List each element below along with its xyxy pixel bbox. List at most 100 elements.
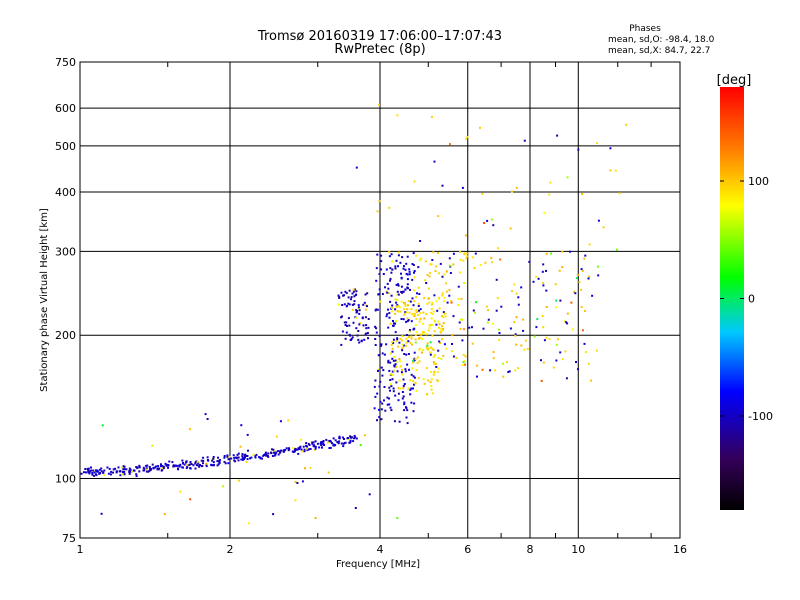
- data-point: [271, 448, 273, 451]
- data-point: [222, 485, 225, 488]
- data-point: [609, 147, 612, 150]
- data-point: [421, 332, 424, 335]
- data-point: [584, 351, 587, 354]
- data-point: [543, 211, 546, 214]
- data-point: [540, 359, 542, 362]
- data-point: [417, 305, 420, 307]
- data-point: [387, 308, 389, 311]
- data-point: [411, 278, 414, 281]
- data-point: [396, 290, 399, 293]
- data-point: [565, 377, 568, 380]
- data-point: [185, 460, 188, 463]
- data-point: [441, 292, 444, 295]
- data-point: [417, 376, 420, 379]
- data-point: [329, 439, 331, 442]
- data-point: [414, 324, 417, 327]
- data-point: [364, 293, 367, 296]
- data-point: [389, 322, 392, 325]
- data-point: [388, 403, 391, 406]
- data-point: [342, 294, 345, 297]
- data-point: [581, 193, 583, 195]
- data-point: [84, 468, 87, 470]
- data-point: [391, 260, 393, 263]
- data-point: [287, 447, 290, 450]
- data-point: [384, 286, 386, 289]
- data-point: [272, 513, 275, 516]
- data-point: [200, 459, 203, 462]
- data-point: [355, 309, 358, 312]
- data-point: [216, 460, 219, 463]
- data-point: [431, 259, 434, 261]
- data-point: [352, 290, 355, 293]
- data-point: [461, 339, 464, 342]
- data-point: [400, 318, 403, 320]
- data-point: [351, 308, 354, 311]
- data-point: [442, 311, 445, 314]
- data-point: [384, 409, 387, 412]
- data-point: [419, 308, 422, 311]
- data-point: [323, 444, 325, 446]
- data-point: [338, 435, 341, 438]
- data-point: [406, 317, 409, 320]
- data-point: [160, 465, 162, 468]
- data-point: [91, 472, 94, 474]
- data-point: [98, 468, 101, 471]
- data-point: [387, 287, 390, 290]
- data-point: [375, 267, 378, 270]
- data-point: [413, 327, 416, 330]
- data-point: [348, 438, 351, 441]
- data-point: [381, 352, 384, 355]
- data-point: [349, 440, 352, 443]
- data-point: [461, 186, 464, 189]
- data-point: [313, 448, 316, 451]
- data-point: [614, 169, 617, 172]
- data-point: [417, 337, 420, 340]
- data-point: [376, 210, 379, 213]
- data-point: [433, 160, 436, 163]
- data-point: [523, 348, 526, 351]
- data-point: [466, 135, 469, 138]
- data-point: [403, 265, 405, 268]
- data-point: [378, 416, 381, 419]
- data-point: [389, 361, 392, 364]
- data-point: [351, 336, 354, 339]
- data-point: [404, 288, 407, 291]
- data-point: [570, 301, 573, 304]
- data-point: [396, 304, 399, 307]
- data-point: [397, 392, 400, 395]
- data-point: [212, 457, 215, 460]
- data-point: [326, 441, 329, 444]
- data-point: [239, 445, 242, 448]
- data-point: [452, 355, 455, 358]
- data-point: [597, 274, 600, 277]
- data-point: [265, 453, 268, 456]
- data-point: [413, 383, 415, 386]
- data-point: [474, 311, 477, 314]
- data-point: [433, 362, 436, 365]
- data-point: [403, 353, 406, 355]
- data-point: [274, 450, 277, 453]
- data-point: [540, 379, 543, 382]
- data-point: [115, 470, 118, 473]
- data-point: [258, 456, 261, 459]
- data-point: [394, 359, 397, 362]
- data-point: [437, 349, 440, 352]
- data-point: [446, 290, 448, 293]
- data-point: [404, 302, 406, 305]
- data-point: [406, 308, 409, 311]
- data-point: [515, 316, 518, 319]
- data-point: [136, 466, 139, 469]
- data-point: [427, 329, 430, 332]
- data-point: [284, 448, 287, 451]
- data-point: [348, 289, 351, 292]
- data-point: [280, 449, 283, 452]
- data-point: [389, 406, 392, 409]
- data-point: [430, 388, 433, 391]
- data-point: [433, 354, 436, 357]
- axis-ticks: 1 2 4 6 8 10 16 75 100 200 300 400 500 600 750: [55, 56, 687, 556]
- data-point: [423, 317, 426, 320]
- data-point: [422, 378, 425, 381]
- data-point: [321, 446, 323, 449]
- data-point: [128, 472, 131, 475]
- data-point: [218, 461, 221, 464]
